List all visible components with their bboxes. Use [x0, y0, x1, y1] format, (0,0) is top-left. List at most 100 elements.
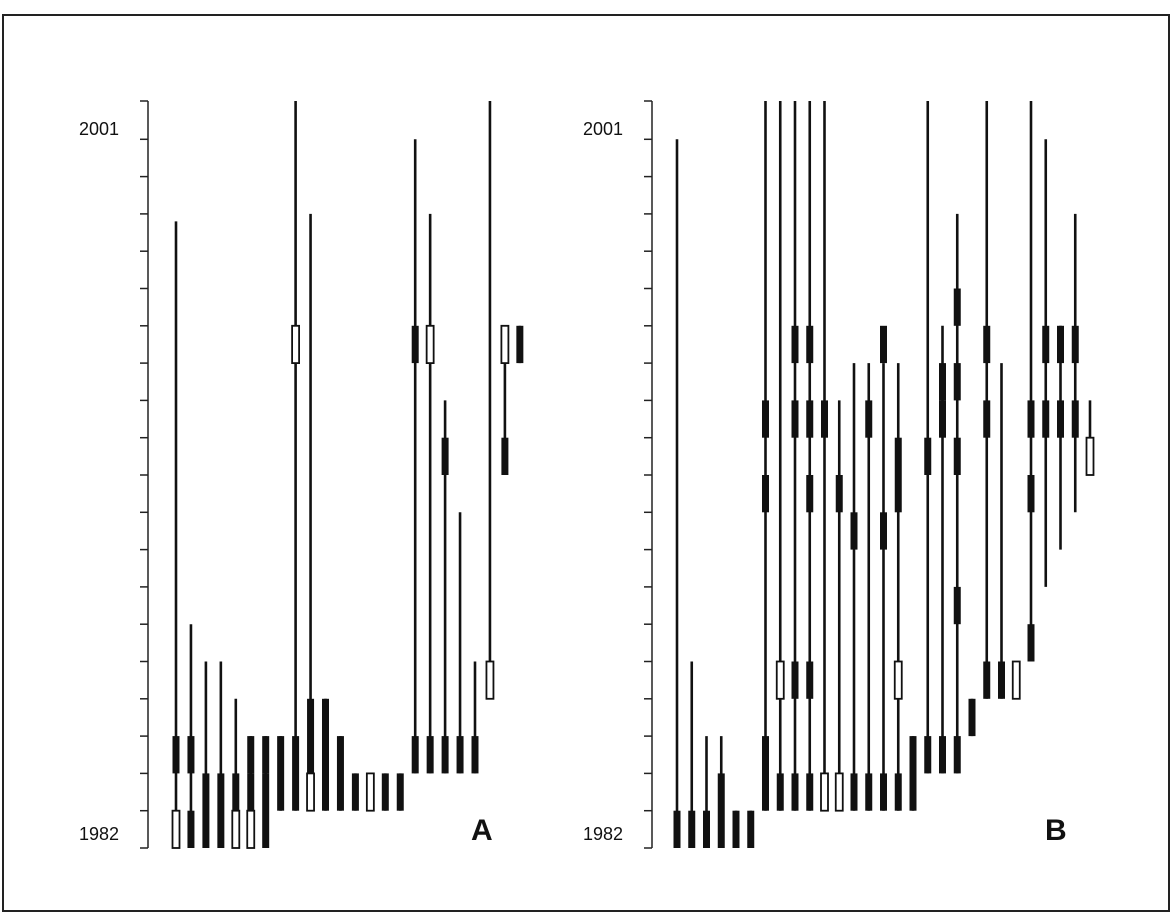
timeline-track: [806, 101, 814, 811]
filled-segment: [998, 661, 1005, 699]
filled-segment: [688, 810, 696, 848]
filled-segment: [983, 400, 991, 438]
open-segment: [1011, 660, 1021, 700]
filled-segment: [262, 736, 270, 774]
timeline-track: [246, 736, 256, 849]
timeline-track: [187, 624, 195, 848]
open-segment: [485, 660, 495, 700]
timeline-track: [441, 400, 449, 774]
filled-segment: [865, 400, 873, 438]
timeline-track: [485, 101, 495, 700]
timeline-track: [968, 698, 976, 737]
filled-segment: [1042, 400, 1050, 438]
year-bottom-label: 1982: [79, 824, 119, 844]
timeline-track: [775, 101, 785, 811]
panel-label: A: [471, 814, 493, 847]
filled-segment: [865, 773, 873, 811]
filled-segment: [953, 586, 961, 625]
timeline-track: [703, 736, 710, 848]
timeline-track: [1011, 660, 1021, 700]
timeline-track: [1085, 400, 1095, 476]
timeline-track: [1042, 139, 1050, 587]
filled-segment: [307, 698, 315, 774]
timeline-track: [471, 661, 479, 774]
filled-segment: [953, 437, 961, 475]
open-segment: [171, 809, 181, 849]
filled-segment: [953, 736, 961, 774]
filled-segment: [1027, 400, 1035, 438]
timeline-track: [762, 101, 769, 811]
filled-segment: [791, 773, 799, 811]
timeline-track: [673, 139, 681, 848]
filled-segment: [880, 512, 887, 550]
timeline-track: [865, 363, 873, 811]
timeline-track: [1027, 101, 1035, 662]
open-segment: [820, 772, 829, 812]
timeline-track: [262, 736, 270, 848]
timeline-track: [850, 363, 858, 811]
panel-b: 2001 1982 B: [583, 100, 1095, 849]
timeline-track: [1057, 325, 1064, 550]
filled-segment: [471, 736, 479, 774]
filled-segment: [909, 736, 917, 811]
timeline-track: [425, 213, 435, 774]
filled-segment: [894, 773, 902, 811]
filled-segment: [806, 325, 814, 364]
filled-segment: [924, 736, 932, 774]
filled-segment: [791, 325, 799, 364]
filled-segment: [762, 736, 769, 811]
filled-segment: [277, 736, 285, 811]
filled-segment: [835, 475, 843, 513]
filled-segment: [850, 512, 858, 550]
filled-segment: [939, 736, 946, 774]
timeline-track: [732, 810, 740, 848]
filled-segment: [187, 810, 195, 848]
open-segment: [1085, 436, 1095, 476]
open-segment: [246, 809, 256, 849]
filled-segment: [983, 661, 991, 699]
filled-segment: [806, 475, 814, 513]
filled-segment: [1057, 325, 1064, 364]
timeline-track: [820, 101, 829, 812]
filled-segment: [381, 773, 389, 811]
filled-segment: [262, 773, 270, 848]
filled-segment: [776, 773, 784, 811]
year-top-label: 2001: [79, 119, 119, 139]
filled-segment: [396, 773, 404, 811]
filled-segment: [202, 773, 210, 848]
timeline-track: [924, 101, 932, 774]
filled-segment: [880, 773, 887, 811]
timeline-track: [336, 736, 344, 811]
year-bottom-label: 1982: [583, 824, 623, 844]
filled-segment: [292, 736, 300, 811]
timeline-track: [1071, 213, 1079, 513]
timeline-track: [909, 736, 917, 811]
filled-segment: [850, 773, 858, 811]
timeline-track: [516, 325, 524, 364]
filled-segment: [762, 475, 769, 513]
timeline-track: [688, 661, 696, 848]
year-axis: [140, 100, 149, 849]
timeline-track: [411, 139, 419, 774]
year-axis: [644, 100, 653, 849]
filled-segment: [172, 736, 180, 774]
filled-segment: [953, 363, 961, 401]
filled-segment: [456, 736, 464, 774]
filled-segment: [247, 773, 255, 811]
open-segment: [834, 772, 844, 812]
timeline-track: [396, 773, 404, 811]
filled-segment: [441, 736, 449, 774]
open-segment: [775, 660, 785, 700]
filled-segment: [806, 661, 814, 699]
filled-segment: [762, 400, 769, 438]
filled-segment: [821, 400, 828, 438]
timeline-track: [351, 773, 359, 811]
filled-segment: [880, 325, 887, 364]
filled-segment: [247, 736, 255, 774]
timeline-track: [939, 325, 946, 774]
timeline-track: [983, 101, 991, 699]
timeline-track: [791, 101, 799, 811]
filled-segment: [1057, 400, 1064, 438]
filled-segment: [953, 288, 961, 326]
